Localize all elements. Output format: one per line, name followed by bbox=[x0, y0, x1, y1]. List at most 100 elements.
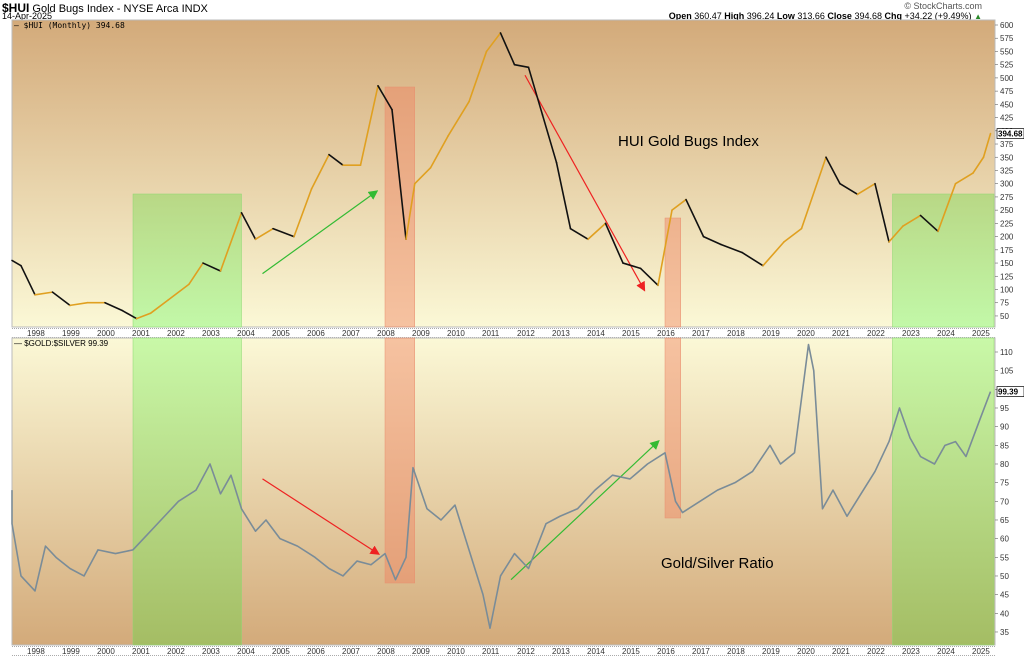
x-tick-label: 2002 bbox=[167, 329, 185, 338]
x-tick-label: 2021 bbox=[832, 329, 850, 338]
y-tick-label: 95 bbox=[1000, 404, 1009, 413]
open-value: 360.47 bbox=[694, 11, 722, 21]
x-tick-label: 2020 bbox=[797, 329, 815, 338]
ratio-trend-arrows bbox=[262, 439, 660, 581]
low-value: 313.66 bbox=[797, 11, 825, 21]
y-tick-label: 275 bbox=[1000, 193, 1014, 202]
hui-legend: — $HUI (Monthly) 394.68 bbox=[14, 21, 125, 30]
up-triangle-icon: ▲ bbox=[974, 12, 982, 21]
green-trend-arrow bbox=[510, 439, 660, 581]
y-tick-label: 425 bbox=[1000, 114, 1014, 123]
symbol: $HUI bbox=[2, 1, 30, 15]
y-tick-label: 450 bbox=[1000, 100, 1014, 109]
x-tick-label: 2005 bbox=[272, 329, 290, 338]
green-trend-arrow bbox=[262, 190, 379, 275]
x-tick-label: 2002 bbox=[167, 647, 185, 656]
close-label: Close bbox=[827, 11, 852, 21]
x-tick-label: 2022 bbox=[867, 329, 885, 338]
x-tick-label: 2016 bbox=[657, 647, 675, 656]
x-tick-label: 2015 bbox=[622, 647, 640, 656]
x-tick-label: 2025 bbox=[972, 329, 990, 338]
y-tick-label: 100 bbox=[1000, 286, 1014, 295]
x-tick-label: 2015 bbox=[622, 329, 640, 338]
close-value: 394.68 bbox=[854, 11, 882, 21]
x-tick-label: 2001 bbox=[132, 329, 150, 338]
x-tick-label: 2010 bbox=[447, 647, 465, 656]
x-tick-label: 2007 bbox=[342, 647, 360, 656]
hui-trend-arrows bbox=[262, 74, 646, 292]
last-value-marker bbox=[996, 128, 1024, 139]
high-value: 396.24 bbox=[746, 11, 775, 21]
x-tick-label: 2011 bbox=[482, 647, 500, 656]
red-highlight-zone bbox=[384, 86, 415, 328]
hui-annotation: HUI Gold Bugs Index bbox=[618, 133, 759, 150]
y-tick-label: 200 bbox=[1000, 233, 1014, 242]
x-tick-label: 2004 bbox=[237, 329, 255, 338]
low-label: Low bbox=[776, 11, 795, 21]
y-tick-label: 525 bbox=[1000, 61, 1014, 70]
red-highlight-zone bbox=[664, 217, 681, 328]
x-tick-label: 2018 bbox=[727, 329, 745, 338]
chart-date: 14-Apr-2025 bbox=[2, 11, 53, 21]
x-tick-label: 2022 bbox=[867, 647, 885, 656]
x-tick-label: 2024 bbox=[937, 647, 955, 656]
x-tick-label: 2025 bbox=[972, 647, 990, 656]
symbol-description: Gold Bugs Index - NYSE Arca INDX bbox=[32, 3, 208, 15]
ohlc-summary: Open 360.47 High 396.24 Low 313.66 Close… bbox=[669, 11, 982, 21]
y-tick-label: 40 bbox=[1000, 609, 1009, 618]
y-tick-label: 35 bbox=[1000, 628, 1009, 637]
y-tick-label: 125 bbox=[1000, 272, 1014, 281]
y-tick-label: 150 bbox=[1000, 259, 1014, 268]
x-tick-label: 2006 bbox=[307, 647, 325, 656]
x-tick-label: 2004 bbox=[237, 647, 255, 656]
x-tick-label: 2003 bbox=[202, 329, 220, 338]
x-tick-label: 1999 bbox=[62, 329, 80, 338]
y-tick-label: 70 bbox=[1000, 497, 1009, 506]
y-tick-label: 80 bbox=[1000, 460, 1009, 469]
y-tick-label: 300 bbox=[1000, 180, 1014, 189]
hui-shaded-zones bbox=[132, 86, 995, 328]
y-tick-label: 225 bbox=[1000, 219, 1014, 228]
x-tick-label: 2001 bbox=[132, 647, 150, 656]
x-tick-label: 2016 bbox=[657, 329, 675, 338]
red-trend-arrow bbox=[262, 478, 381, 555]
x-tick-label: 2005 bbox=[272, 647, 290, 656]
y-tick-label: 50 bbox=[1000, 312, 1009, 321]
x-axis-years-bottom: 1998 1999 2000 2001 2002 2003 2004 2005 2006 2007… bbox=[12, 646, 995, 656]
x-tick-label: 2014 bbox=[587, 329, 605, 338]
x-tick-label: 2011 bbox=[482, 329, 500, 338]
x-tick-label: 2021 bbox=[832, 647, 850, 656]
y-tick-label: 350 bbox=[1000, 153, 1014, 162]
x-tick-label: 2013 bbox=[552, 647, 570, 656]
hui-y-axis: 6005755505255004754504254003753503253002… bbox=[995, 21, 1024, 321]
x-tick-label: 2019 bbox=[762, 647, 780, 656]
x-tick-label: 2008 bbox=[377, 647, 395, 656]
green-highlight-zone bbox=[132, 193, 242, 328]
x-tick-label: 2012 bbox=[517, 329, 535, 338]
red-trend-arrow bbox=[524, 74, 646, 292]
y-tick-label: 55 bbox=[1000, 553, 1009, 562]
x-tick-label: 2012 bbox=[517, 647, 535, 656]
x-tick-label: 2017 bbox=[692, 329, 710, 338]
brand-watermark: © StockCharts.com bbox=[904, 1, 982, 11]
x-tick-label: 2014 bbox=[587, 647, 605, 656]
y-tick-label: 575 bbox=[1000, 34, 1014, 43]
green-highlight-zone bbox=[892, 193, 995, 328]
x-tick-label: 2013 bbox=[552, 329, 570, 338]
y-tick-label: 60 bbox=[1000, 535, 1009, 544]
y-tick-label: 105 bbox=[1000, 367, 1014, 376]
x-tick-label: 1998 bbox=[27, 647, 45, 656]
red-highlight-zone bbox=[384, 337, 415, 584]
green-highlight-zone bbox=[892, 337, 995, 646]
last-value-label: 99.39 bbox=[998, 388, 1019, 397]
high-label: High bbox=[724, 11, 745, 21]
x-tick-label: 1999 bbox=[62, 647, 80, 656]
ratio-line bbox=[11, 343, 992, 630]
x-tick-label: 1998 bbox=[27, 329, 45, 338]
x-tick-label: 2009 bbox=[412, 647, 430, 656]
y-tick-label: 85 bbox=[1000, 441, 1009, 450]
x-tick-label: 2003 bbox=[202, 647, 220, 656]
y-tick-label: 45 bbox=[1000, 591, 1009, 600]
last-value-marker bbox=[996, 386, 1024, 397]
